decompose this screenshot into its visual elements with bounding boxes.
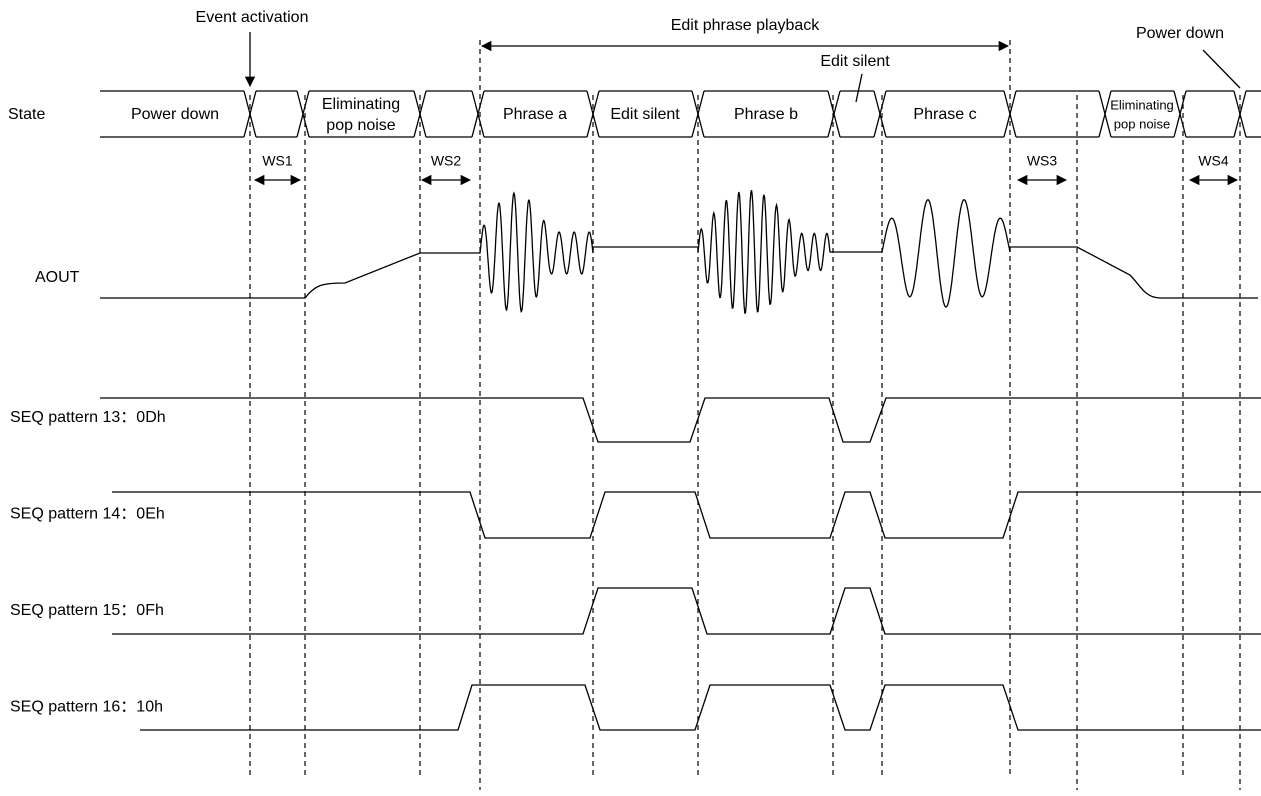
leader <box>1202 49 1241 89</box>
state-segment-label: Phrase c <box>913 106 976 123</box>
state-segment-label: Eliminating <box>322 96 400 113</box>
seq-waveform <box>112 491 1261 539</box>
signal-label: AOUT <box>35 269 80 286</box>
aout-waveform <box>100 190 1258 315</box>
bus-cross <box>413 90 427 138</box>
wait-state-label: WS4 <box>1198 153 1229 169</box>
signal-label: SEQ pattern 14：0Eh <box>10 506 165 523</box>
seq-waveform <box>100 397 1261 443</box>
wait-state-label: WS1 <box>262 153 293 169</box>
bus-cross <box>1233 90 1247 138</box>
signal-label: SEQ pattern 13：0Dh <box>10 409 166 426</box>
bus-cross <box>873 90 887 138</box>
signal-label: SEQ pattern 16：10h <box>10 699 163 716</box>
bus-cross <box>586 90 600 138</box>
bus-cross <box>691 90 705 138</box>
state-label: State <box>8 106 45 123</box>
bus-cross <box>243 90 257 138</box>
annotation: Event activation <box>196 9 309 26</box>
state-segment-label: Phrase b <box>734 106 798 123</box>
state-segment-label: Power down <box>131 106 219 123</box>
seq-waveform <box>140 684 1261 731</box>
seq-waveform <box>112 587 1261 635</box>
state-segment-label: pop noise <box>326 117 395 134</box>
bus-cross <box>1003 90 1017 138</box>
state-segment-label: Edit silent <box>610 106 680 123</box>
bus-cross <box>827 90 841 138</box>
state-segment-label: Eliminating <box>1110 97 1174 112</box>
annotation: Edit silent <box>820 53 890 70</box>
annotation: Power down <box>1136 25 1224 42</box>
bus-cross <box>471 90 485 138</box>
state-segment-label: Phrase a <box>503 106 567 123</box>
bus-cross <box>1098 90 1112 138</box>
signal-label: SEQ pattern 15：0Fh <box>10 602 164 619</box>
bus-cross <box>296 90 310 138</box>
wait-state-label: WS2 <box>431 153 462 169</box>
bus-cross <box>1173 90 1187 138</box>
state-segment-label: pop noise <box>1114 116 1170 131</box>
annotation: Edit phrase playback <box>671 17 821 34</box>
wait-state-label: WS3 <box>1027 153 1058 169</box>
leader <box>855 73 863 103</box>
